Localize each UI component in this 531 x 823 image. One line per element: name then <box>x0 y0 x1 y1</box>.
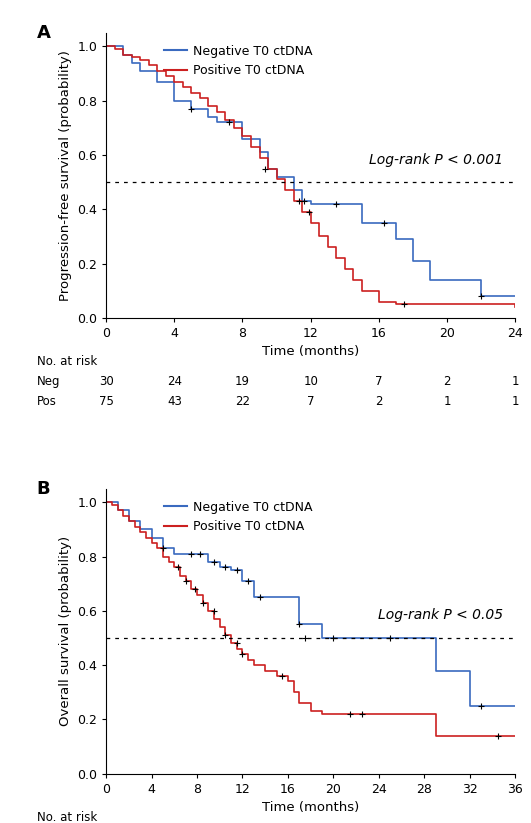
Text: 2: 2 <box>375 395 382 407</box>
Text: A: A <box>37 25 50 42</box>
Legend: Negative T0 ctDNA, Positive T0 ctDNA: Negative T0 ctDNA, Positive T0 ctDNA <box>164 45 313 77</box>
Text: 43: 43 <box>167 395 182 407</box>
Text: 30: 30 <box>99 374 114 388</box>
Text: No. at risk: No. at risk <box>37 811 97 823</box>
Text: Log-rank P < 0.05: Log-rank P < 0.05 <box>378 608 503 622</box>
Text: 1: 1 <box>511 395 519 407</box>
Legend: Negative T0 ctDNA, Positive T0 ctDNA: Negative T0 ctDNA, Positive T0 ctDNA <box>164 500 313 533</box>
Y-axis label: Progression-free survival (probability): Progression-free survival (probability) <box>58 50 72 300</box>
Text: 7: 7 <box>375 374 382 388</box>
Text: Pos: Pos <box>37 395 57 407</box>
Text: No. at risk: No. at risk <box>37 355 97 368</box>
Text: Log-rank P < 0.001: Log-rank P < 0.001 <box>369 152 503 166</box>
Text: 22: 22 <box>235 395 250 407</box>
Text: 75: 75 <box>99 395 114 407</box>
Text: 24: 24 <box>167 374 182 388</box>
Text: 7: 7 <box>307 395 314 407</box>
Text: 2: 2 <box>443 374 451 388</box>
Text: 10: 10 <box>303 374 318 388</box>
Text: B: B <box>37 480 50 498</box>
Text: 19: 19 <box>235 374 250 388</box>
Text: 1: 1 <box>443 395 451 407</box>
Text: 1: 1 <box>511 374 519 388</box>
Y-axis label: Overall survival (probability): Overall survival (probability) <box>58 536 72 726</box>
X-axis label: Time (months): Time (months) <box>262 802 359 814</box>
X-axis label: Time (months): Time (months) <box>262 346 359 358</box>
Text: Neg: Neg <box>37 374 60 388</box>
